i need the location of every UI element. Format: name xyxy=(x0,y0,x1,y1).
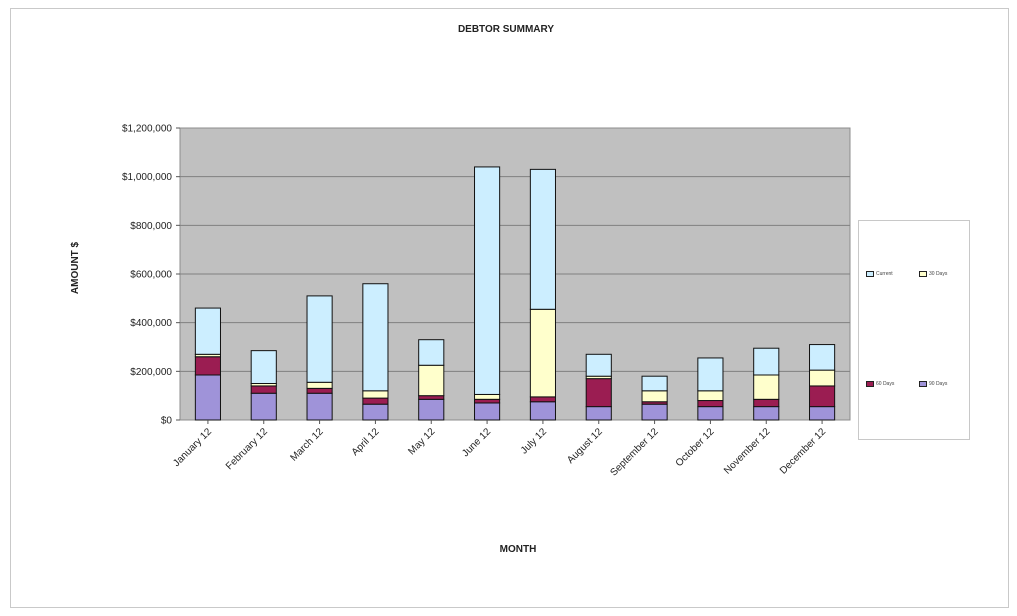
bar-segment xyxy=(809,369,836,387)
y-tick-label: $400,000 xyxy=(130,318,172,329)
legend-swatch-60-days xyxy=(866,381,874,387)
bar-stack xyxy=(697,357,724,421)
bar-segment xyxy=(641,375,668,392)
legend-swatch-90-days xyxy=(919,381,927,387)
legend-swatch-30-days xyxy=(919,271,927,277)
x-tick-label: February 12 xyxy=(224,426,270,472)
bar-segment xyxy=(306,392,333,421)
bar-segment xyxy=(753,406,780,421)
x-tick-label: September 12 xyxy=(609,426,662,479)
bar-segment xyxy=(697,406,724,421)
bar-segment xyxy=(418,398,445,421)
legend-label-90-days: 90 Days xyxy=(929,381,948,387)
legend-label-current: Current xyxy=(876,271,893,277)
bar-segment xyxy=(250,385,277,394)
bar-stack xyxy=(529,168,556,421)
bar-segment xyxy=(474,393,501,400)
x-tick-label: April 12 xyxy=(350,426,382,458)
bar-stack xyxy=(362,283,389,421)
bar-segment xyxy=(474,166,501,395)
bar-segment xyxy=(362,390,389,399)
x-tick-label: November 12 xyxy=(722,426,773,477)
x-tick-label: June 12 xyxy=(460,426,493,459)
x-tick-label: March 12 xyxy=(288,426,326,464)
bar-segment xyxy=(529,168,556,310)
bar-segment xyxy=(362,403,389,421)
x-tick-label: January 12 xyxy=(171,426,214,469)
bar-segment xyxy=(362,397,389,405)
bar-segment xyxy=(753,374,780,400)
bar-stack xyxy=(474,166,501,421)
x-tick-label: December 12 xyxy=(778,426,829,477)
legend-item-30-days: 30 Days xyxy=(919,271,947,277)
bar-stack xyxy=(641,375,668,421)
bar-segment xyxy=(697,390,724,402)
bar-segment xyxy=(306,381,333,389)
y-tick-label: $800,000 xyxy=(130,221,172,232)
legend: Current 30 Days 60 Days 90 Days xyxy=(858,220,970,440)
bar-segment xyxy=(809,344,836,371)
bar-segment xyxy=(529,396,556,403)
bar-segment xyxy=(585,378,612,408)
bar-segment xyxy=(697,357,724,392)
bar-segment xyxy=(697,400,724,408)
x-axis-title: MONTH xyxy=(500,544,537,555)
bar-segment xyxy=(641,403,668,421)
x-tick-label: August 12 xyxy=(565,426,605,466)
bar-segment xyxy=(529,401,556,421)
bar-segment xyxy=(194,307,221,355)
bar-segment xyxy=(529,308,556,398)
bars xyxy=(194,166,836,421)
bar-segment xyxy=(306,387,333,394)
bar-stack xyxy=(250,350,277,421)
y-tick-label: $200,000 xyxy=(130,367,172,378)
bar-segment xyxy=(194,356,221,376)
bar-segment xyxy=(250,392,277,421)
bar-segment xyxy=(753,398,780,408)
bar-segment xyxy=(585,353,612,377)
bar-stack xyxy=(585,353,612,421)
gridlines xyxy=(180,176,850,372)
y-tick-label: $0 xyxy=(161,416,173,427)
legend-swatch-current xyxy=(866,271,874,277)
y-axis-ticks: $0 $200,000 $400,000 $600,000 $800,000 $1,000… xyxy=(122,124,180,427)
bar-segment xyxy=(250,350,277,384)
bar-segment xyxy=(418,364,445,397)
bar-segment xyxy=(641,390,668,403)
y-axis-title: AMOUNT $ xyxy=(70,241,81,294)
bar-stack xyxy=(753,347,780,421)
bar-stack xyxy=(809,344,836,421)
y-tick-label: $1,200,000 xyxy=(122,124,172,135)
bar-segment xyxy=(474,402,501,421)
bar-segment xyxy=(194,374,221,421)
y-tick-label: $600,000 xyxy=(130,270,172,281)
bar-segment xyxy=(809,385,836,408)
bar-segment xyxy=(753,347,780,376)
bar-stack xyxy=(306,295,333,421)
x-tick-label: October 12 xyxy=(674,426,717,469)
legend-label-60-days: 60 Days xyxy=(876,381,895,387)
x-tick-label: May 12 xyxy=(406,426,437,457)
bar-segment xyxy=(418,339,445,366)
bar-segment xyxy=(809,406,836,421)
x-axis-ticks: January 12 February 12 March 12 April 12 May… xyxy=(171,420,829,479)
legend-item-90-days: 90 Days xyxy=(919,381,947,387)
bar-segment xyxy=(306,295,333,383)
legend-label-30-days: 30 Days xyxy=(929,271,948,277)
bar-segment xyxy=(585,406,612,421)
legend-item-60-days: 60 Days xyxy=(866,381,894,387)
legend-item-current: Current xyxy=(866,271,893,277)
bar-segment xyxy=(418,395,445,400)
chart-title: DEBTOR SUMMARY xyxy=(458,24,554,35)
bar-stack xyxy=(194,307,221,421)
y-tick-label: $1,000,000 xyxy=(122,172,172,183)
bar-segment xyxy=(362,283,389,392)
x-tick-label: July 12 xyxy=(519,426,549,456)
bar-stack xyxy=(418,339,445,421)
bar-segment xyxy=(474,398,501,404)
